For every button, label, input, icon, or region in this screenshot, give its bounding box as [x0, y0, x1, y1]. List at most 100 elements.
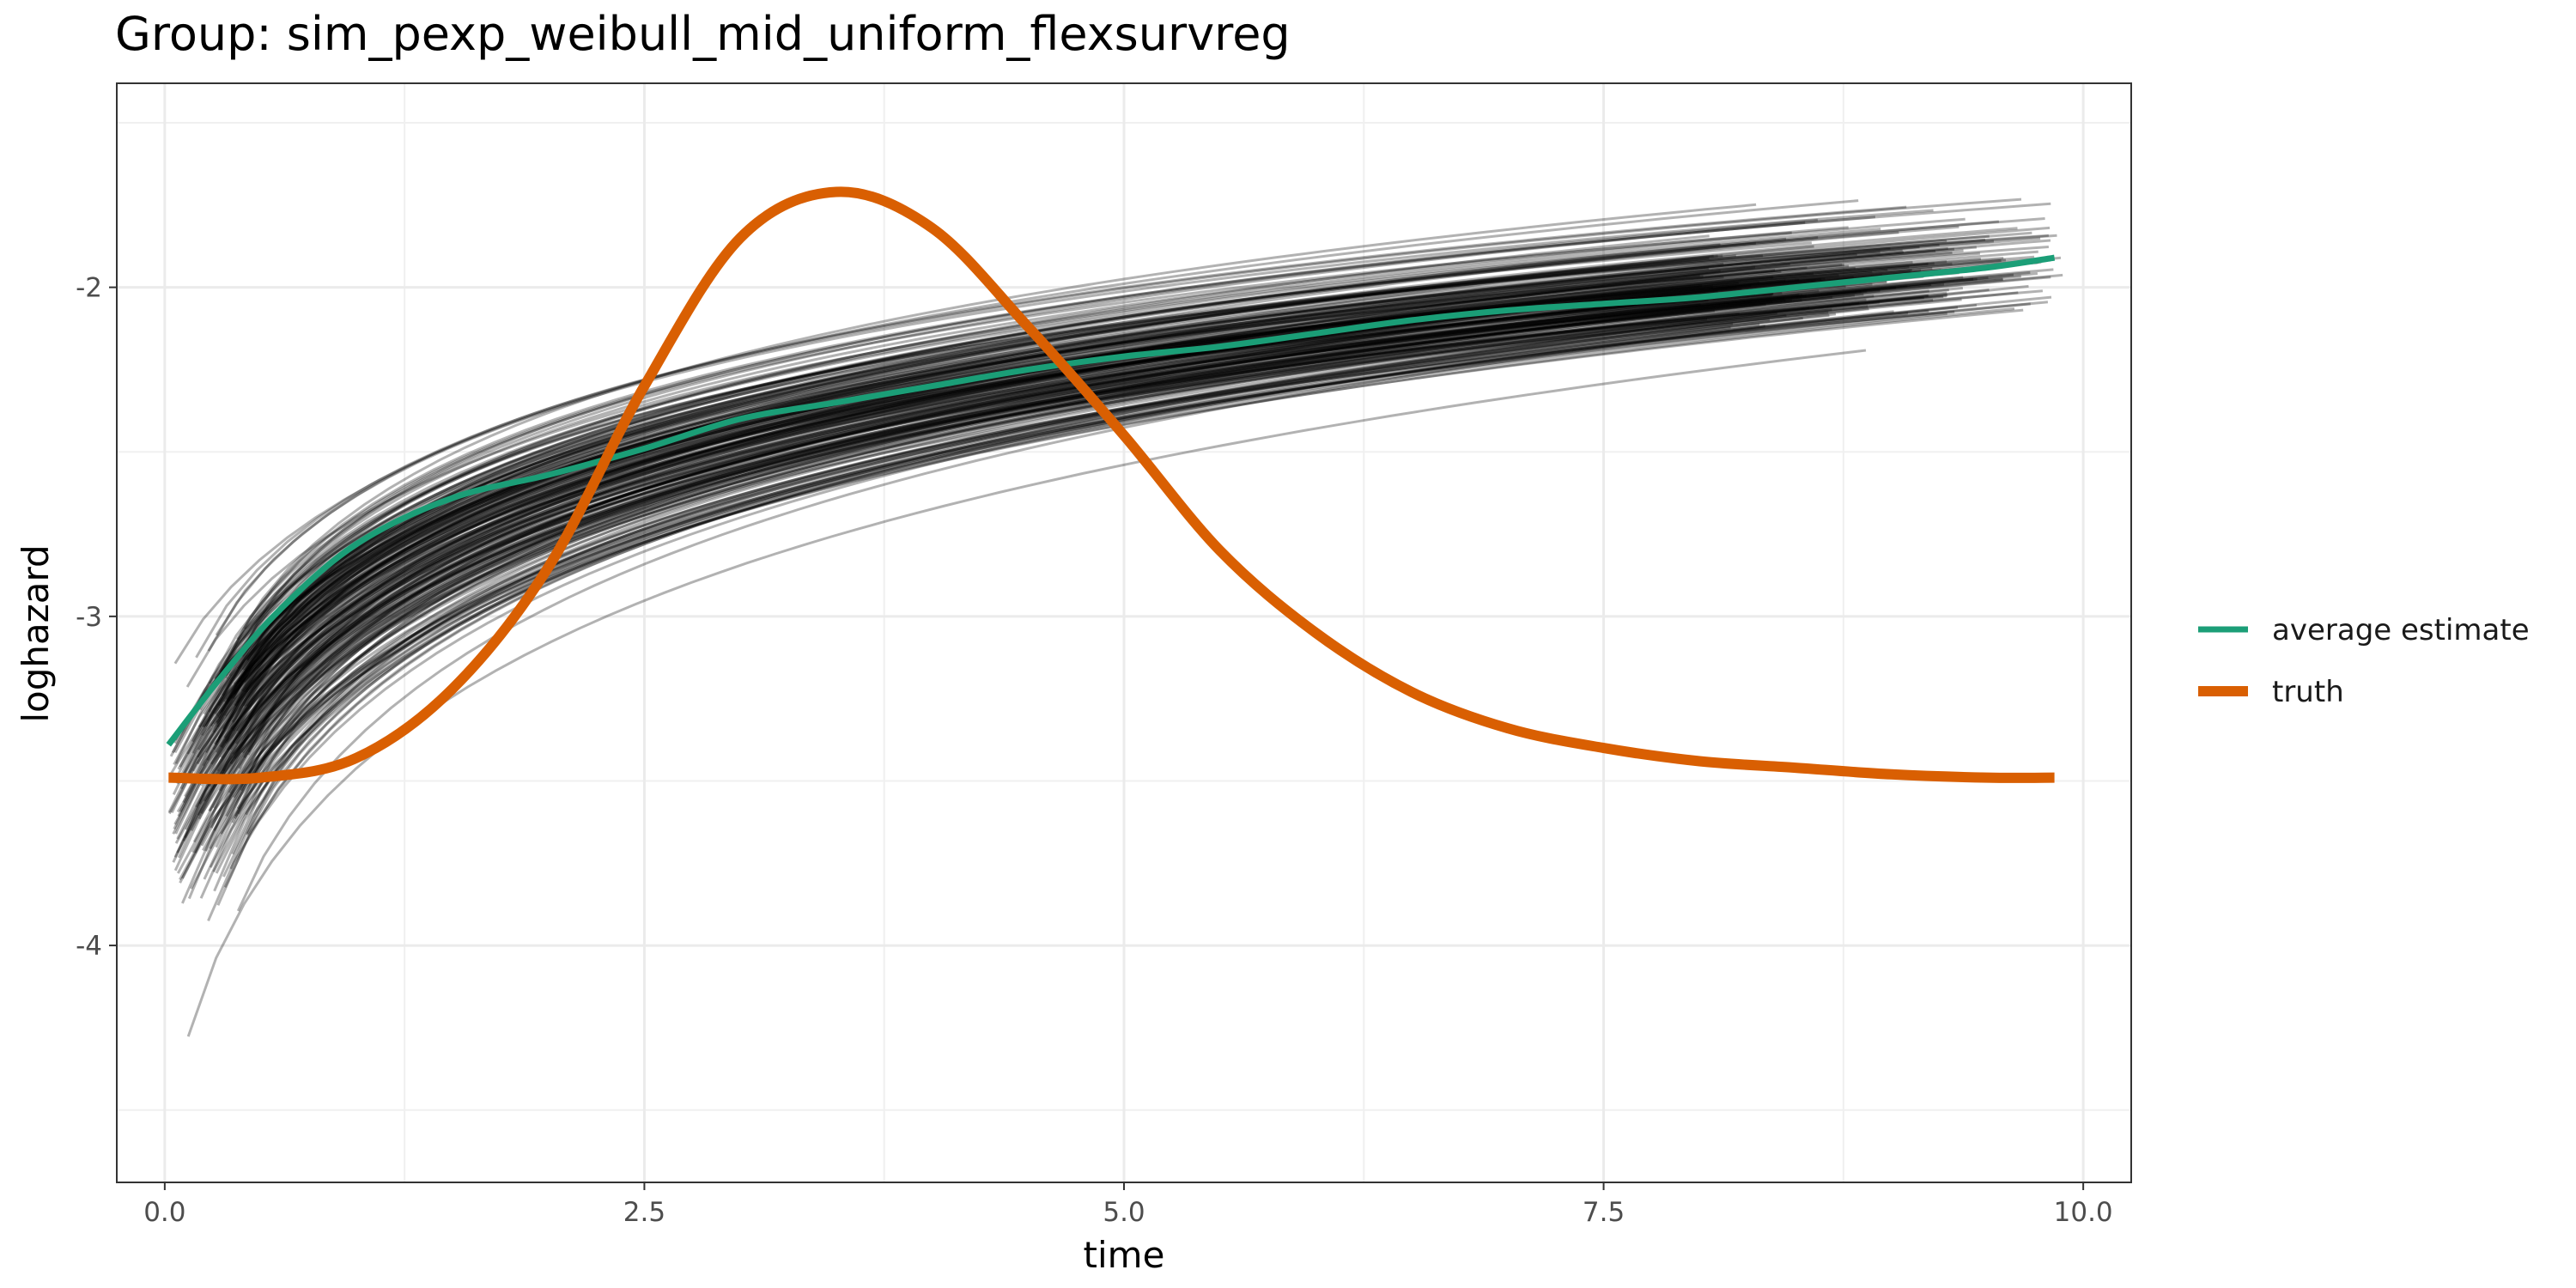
- estimate-curve: [203, 312, 1909, 880]
- estimate-curve: [233, 287, 1789, 759]
- estimate-curve: [173, 273, 2063, 825]
- estimate-curve: [210, 226, 1849, 691]
- estimate-curve: [197, 299, 1709, 820]
- estimate-curve: [233, 262, 1929, 685]
- series-line-truth: [168, 186, 2055, 785]
- estimate-curve: [220, 294, 1856, 835]
- estimate-curve: [171, 252, 1981, 754]
- estimate-curve: [174, 262, 1724, 765]
- estimate-curve: [238, 217, 1965, 654]
- estimate-curve: [225, 299, 1793, 817]
- estimate-curve: [241, 234, 1990, 671]
- estimate-curve: [229, 255, 2035, 699]
- estimate-curve: [226, 285, 1846, 751]
- estimate-curve: [185, 293, 1864, 830]
- estimate-curve: [233, 246, 2050, 707]
- estimate-curve: [179, 261, 2039, 790]
- estimate-curve: [172, 286, 1897, 795]
- estimate-curve: [228, 220, 2000, 677]
- estimate-curve: [173, 272, 2038, 858]
- estimate-curve: [236, 251, 1880, 670]
- estimate-curve: [233, 254, 1718, 696]
- estimate-curve: [243, 234, 2050, 683]
- estimate-curve: [179, 270, 2031, 812]
- estimate-curve: [182, 273, 2014, 841]
- estimate-curve: [233, 295, 1807, 775]
- estimate-curve: [232, 277, 1978, 756]
- x-axis: 0.0 2.5 5.0 7.5 10.0: [143, 1182, 2113, 1228]
- estimate-curve: [227, 240, 1995, 674]
- estimate-curve: [177, 276, 1724, 770]
- estimate-curve: [219, 202, 2051, 673]
- legend-label-average-estimate: average estimate: [2272, 613, 2530, 647]
- estimate-curve: [229, 313, 1830, 870]
- legend-label-truth: truth: [2272, 675, 2344, 709]
- estimate-curve: [229, 260, 2042, 750]
- estimate-curve: [213, 310, 1955, 831]
- estimate-curve: [222, 312, 1947, 878]
- estimate-curve: [238, 288, 1742, 735]
- estimate-curve: [229, 280, 1887, 765]
- y-axis-title: loghazard: [15, 544, 57, 722]
- estimate-curve: [225, 234, 2057, 679]
- y-tick-label: -2: [76, 273, 102, 304]
- estimate-curve: [241, 311, 1829, 754]
- estimate-curve: [230, 292, 1774, 730]
- estimate-curve: [225, 231, 1899, 673]
- estimate-curve: [173, 267, 1710, 766]
- estimate-curve: [167, 309, 1716, 813]
- estimate-curve: [172, 293, 1800, 863]
- estimate-curve: [210, 257, 1710, 691]
- estimate-curve: [240, 254, 1764, 657]
- estimate-curve: [179, 303, 1978, 884]
- estimate-curve: [246, 294, 1803, 707]
- estimate-curve: [216, 254, 1736, 725]
- y-axis: -4 -3 -2: [76, 273, 117, 962]
- estimate-curve: [208, 290, 1862, 787]
- estimate-curve: [190, 311, 1777, 890]
- estimate-curve: [218, 289, 1929, 792]
- estimate-curve: [213, 291, 2019, 892]
- estimate-curve: [206, 289, 1718, 762]
- estimate-curve: [245, 308, 1832, 816]
- legend: average estimate truth: [2198, 613, 2530, 709]
- estimate-curve: [176, 295, 1929, 874]
- estimate-curve: [181, 314, 1787, 879]
- estimate-curve: [223, 246, 1948, 703]
- y-tick-label: -3: [76, 602, 102, 633]
- x-tick-label: 7.5: [1583, 1197, 1625, 1228]
- estimate-curve: [221, 265, 1756, 696]
- estimate-curve: [209, 284, 2029, 868]
- estimate-curve: [243, 272, 1814, 759]
- estimate-curve: [173, 312, 1740, 830]
- estimate-curve: [216, 257, 2004, 728]
- estimate-curve: [240, 294, 1948, 781]
- estimate-curve: [223, 250, 2038, 738]
- estimate-curve: [200, 322, 1734, 847]
- series-lines: [166, 186, 2056, 785]
- estimate-curve: [186, 349, 1867, 1037]
- estimate-curve: [179, 263, 1843, 768]
- estimate-curve: [177, 288, 1777, 817]
- estimate-curve: [247, 293, 1774, 720]
- estimate-curve: [186, 226, 2050, 755]
- estimate-curve: [223, 317, 1803, 889]
- estimate-curve: [217, 243, 1721, 707]
- estimate-curve: [192, 289, 1868, 843]
- x-tick-label: 5.0: [1103, 1197, 1145, 1228]
- estimate-curve: [232, 301, 1860, 799]
- estimate-curve: [199, 298, 1867, 787]
- estimate-curve: [185, 228, 1881, 688]
- estimate-curve: [236, 203, 1757, 641]
- estimate-curve: [246, 313, 1837, 836]
- estimate-curve: [202, 246, 1920, 728]
- estimate-curve: [184, 295, 1724, 781]
- estimate-curve: [179, 297, 1701, 782]
- estimate-curve: [204, 281, 1760, 727]
- estimate-curve: [217, 269, 1776, 719]
- estimate-curve: [177, 299, 1786, 859]
- estimate-curve: [213, 300, 1753, 745]
- estimate-curve: [243, 264, 1844, 708]
- estimate-curve: [190, 295, 1833, 832]
